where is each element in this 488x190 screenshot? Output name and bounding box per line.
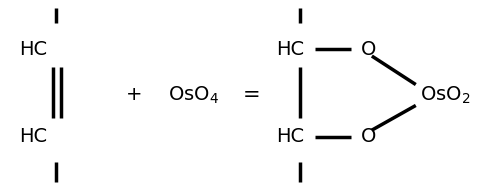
Text: =: = bbox=[243, 85, 260, 105]
Text: OsO$_4$: OsO$_4$ bbox=[168, 84, 219, 106]
Text: HC: HC bbox=[276, 40, 304, 59]
Text: OsO$_2$: OsO$_2$ bbox=[420, 84, 470, 106]
Text: +: + bbox=[126, 86, 142, 104]
Text: HC: HC bbox=[276, 127, 304, 146]
Text: HC: HC bbox=[20, 40, 48, 59]
Text: O: O bbox=[361, 40, 377, 59]
Text: O: O bbox=[361, 127, 377, 146]
Text: HC: HC bbox=[20, 127, 48, 146]
